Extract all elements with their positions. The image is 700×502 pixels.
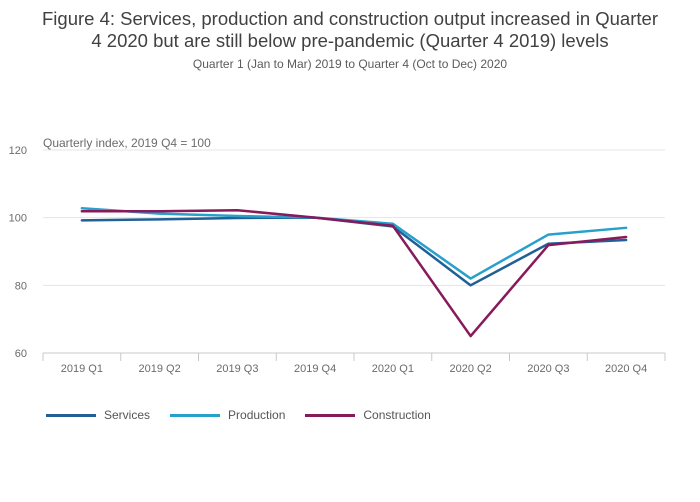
legend-swatch-construction xyxy=(305,413,356,417)
x-tick-label-2019-q2: 2019 Q2 xyxy=(139,363,181,375)
x-tick-label-2019-q1: 2019 Q1 xyxy=(61,363,103,375)
x-tick-label-2020-q2: 2020 Q2 xyxy=(450,363,492,375)
legend-swatch-services xyxy=(46,413,96,417)
series-line-construction[interactable] xyxy=(80,208,628,338)
chart-title-line-1: Figure 4: Services, production and const… xyxy=(42,8,658,29)
legend-label-services: Services xyxy=(104,408,151,422)
data-point-services-2019-q1[interactable] xyxy=(79,217,85,223)
legend-item-construction[interactable]: Construction xyxy=(305,408,431,422)
x-tick-label-2019-q3: 2019 Q3 xyxy=(216,363,258,375)
data-point-production-2020-q3[interactable] xyxy=(545,232,551,238)
data-point-construction-2020-q1[interactable] xyxy=(390,223,396,229)
y-tick-label-120: 120 xyxy=(9,145,27,157)
data-point-construction-2019-q4[interactable] xyxy=(312,215,318,221)
legend: Services Production Construction xyxy=(46,408,451,422)
data-point-construction-2019-q3[interactable] xyxy=(234,207,240,213)
data-point-services-2020-q2[interactable] xyxy=(468,282,474,288)
y-tick-label-60: 60 xyxy=(15,348,27,360)
x-tick-label-2020-q1: 2020 Q1 xyxy=(372,363,414,375)
data-point-production-2019-q3[interactable] xyxy=(234,213,240,219)
legend-label-production: Production xyxy=(228,408,286,422)
data-point-construction-2020-q2[interactable] xyxy=(468,333,474,339)
x-tick-label-2020-q4: 2020 Q4 xyxy=(605,363,647,375)
data-point-construction-2019-q2[interactable] xyxy=(157,208,163,214)
line-chart: Quarterly index, 2019 Q4 = 100 2019 Q1 20… xyxy=(9,136,666,375)
y-axis-label: Quarterly index, 2019 Q4 = 100 xyxy=(43,136,211,150)
legend-label-construction: Construction xyxy=(363,408,431,422)
y-tick-label-100: 100 xyxy=(9,213,27,225)
legend-item-production[interactable]: Production xyxy=(170,408,285,422)
y-tick-label-80: 80 xyxy=(15,280,27,292)
x-tick-label-2020-q3: 2020 Q3 xyxy=(527,363,569,375)
data-point-production-2020-q4[interactable] xyxy=(623,225,629,231)
legend-swatch-production xyxy=(170,413,221,417)
data-point-construction-2019-q1[interactable] xyxy=(79,208,85,214)
chart-title-line-2: 4 2020 but are still below pre-pandemic … xyxy=(91,30,609,51)
legend-item-services[interactable]: Services xyxy=(46,408,150,422)
data-point-services-2019-q2[interactable] xyxy=(157,216,163,222)
data-point-construction-2020-q4[interactable] xyxy=(623,234,629,240)
data-point-production-2020-q2[interactable] xyxy=(468,276,474,282)
chart-title: Figure 4: Services, production and const… xyxy=(0,8,700,52)
x-tick-label-2019-q4: 2019 Q4 xyxy=(294,363,336,375)
data-point-construction-2020-q3[interactable] xyxy=(545,242,551,248)
chart-subtitle: Quarter 1 (Jan to Mar) 2019 to Quarter 4… xyxy=(192,57,508,71)
